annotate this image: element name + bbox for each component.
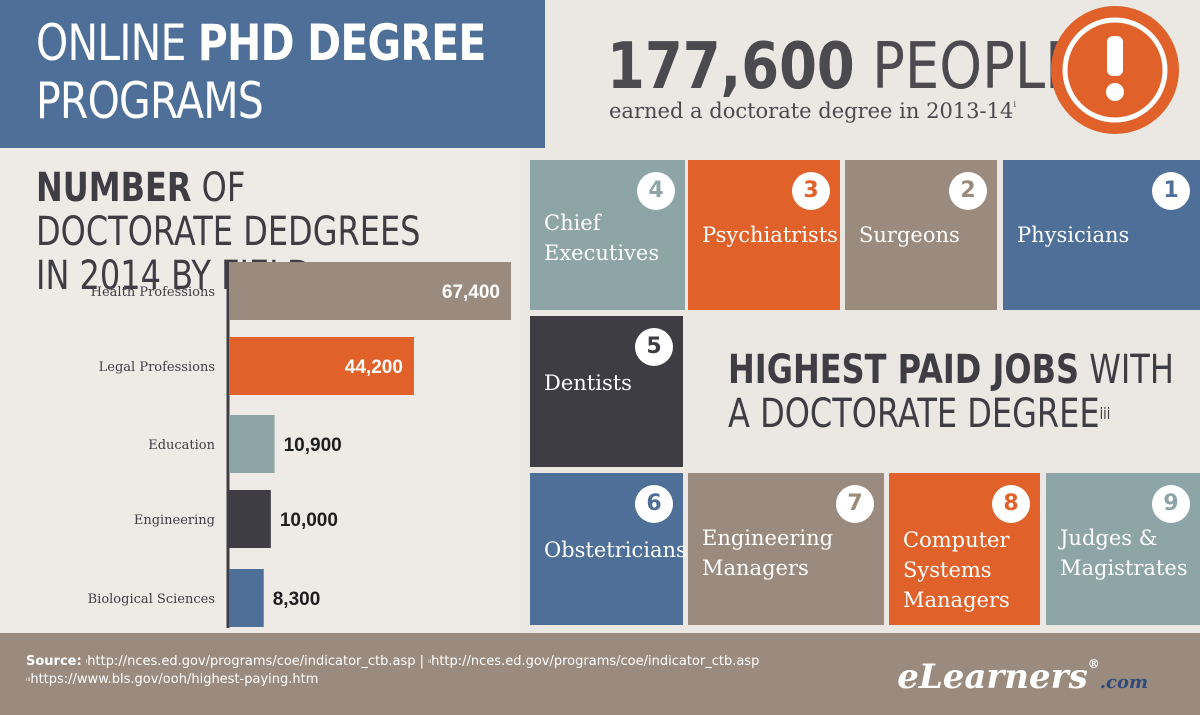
sources: Source: ihttp://nces.ed.gov/programs/coe… — [26, 653, 759, 689]
jobs-heading-rest: WITH A DOCTORATE DEGREE — [728, 347, 1174, 437]
category-label: Health Professions — [91, 285, 215, 300]
note-ref: iii — [1099, 404, 1111, 423]
job-tile: 3 Psychiatrists — [688, 160, 840, 310]
footer: Source: ihttp://nces.ed.gov/programs/coe… — [0, 633, 1200, 715]
job-name: Dentists — [544, 371, 632, 395]
job-name: Obstetricians — [544, 538, 687, 562]
badge-dot — [1106, 83, 1124, 101]
note-ref: i — [1013, 99, 1017, 109]
title-bold: PHD DEGREE — [197, 14, 487, 72]
job-rank: 2 — [949, 172, 987, 210]
job-name: Psychiatrists — [702, 223, 838, 247]
logo-name: eLearners — [897, 657, 1088, 697]
bar — [229, 415, 275, 473]
note-ref: ii — [428, 659, 432, 665]
bar-chart: Health Professions 67,400 Legal Profession… — [88, 260, 511, 628]
bar — [229, 337, 414, 395]
header: ONLINE PHD DEGREE PROGRAMS — [0, 0, 545, 148]
source-url: https://www.bls.gov/ooh/highest-paying.h… — [30, 672, 319, 687]
job-tile: 6 Obstetricians — [530, 473, 687, 625]
job-rank: 1 — [1152, 172, 1190, 210]
jobs-heading-bold: HIGHEST PAID JOBS — [728, 347, 1080, 393]
job-rank: 4 — [637, 172, 675, 210]
value-label: 10,000 — [280, 510, 338, 531]
badge-ring — [1062, 17, 1168, 123]
job-rank: 5 — [635, 328, 673, 366]
category-label: Legal Professions — [99, 360, 215, 375]
job-rank: 9 — [1152, 485, 1190, 523]
chart-title-bold: NUMBER — [36, 165, 192, 211]
chart-title: NUMBER OF DOCTORATE DEDGREES IN 2014 BY … — [36, 166, 452, 298]
job-tile: 2 Surgeons — [845, 160, 997, 310]
stat-text: earned a doctorate degree in 2013-14 — [609, 99, 1014, 123]
value-label: 44,200 — [345, 357, 403, 378]
job-tile: 8 Computer Systems Managers — [889, 473, 1040, 625]
job-tile: 7 Engineering Managers — [688, 473, 884, 625]
separator: | — [419, 654, 425, 669]
source-url: http://nces.ed.gov/programs/coe/indicato… — [431, 654, 760, 669]
value-label: 10,900 — [284, 435, 342, 456]
stat-subtitle: earned a doctorate degree in 2013-14i — [609, 99, 1016, 123]
job-name: Surgeons — [859, 223, 960, 247]
source-label: Source: — [26, 654, 82, 669]
job-tile: 4 Chief Executives — [530, 160, 685, 310]
job-rank: 6 — [635, 485, 673, 523]
title-light: ONLINE — [36, 14, 186, 72]
category-label: Education — [148, 438, 215, 453]
job-rank: 3 — [792, 172, 830, 210]
job-tile: 9 Judges & Magistrates — [1046, 473, 1200, 625]
value-label: 8,300 — [273, 589, 321, 610]
jobs-heading: HIGHEST PAID JOBS WITH A DOCTORATE DEGRE… — [728, 348, 1176, 436]
stat-word: PEOPLE — [872, 30, 1080, 104]
value-label: 67,400 — [442, 282, 500, 303]
job-name: Physicians — [1017, 223, 1130, 247]
note-ref: iii — [26, 677, 31, 683]
note-ref: i — [85, 659, 88, 665]
title-line: ONLINE PHD DEGREE — [36, 14, 486, 72]
job-name: Judges & Magistrates — [1060, 526, 1188, 580]
job-rank: 8 — [992, 485, 1030, 523]
logo: eLearners®.com — [897, 657, 1148, 697]
category-label: Engineering — [134, 513, 215, 528]
job-rank: 7 — [836, 485, 874, 523]
logo-suffix: .com — [1099, 672, 1148, 693]
chart-title-rest: OF DOCTORATE DEDGREES IN 2014 BY FIELD — [36, 165, 421, 299]
bar — [229, 490, 271, 548]
source-url: http://nces.ed.gov/programs/coe/indicato… — [87, 654, 416, 669]
badge-mark — [1107, 36, 1123, 76]
title-line: PROGRAMS — [36, 72, 264, 130]
job-name: Computer Systems Managers — [903, 528, 1010, 612]
title-light: PROGRAMS — [36, 72, 264, 130]
job-name: Chief Executives — [544, 211, 660, 265]
bar — [229, 569, 264, 627]
category-label: Biological Sciences — [88, 592, 215, 607]
job-tile: 5 Dentists — [530, 316, 683, 467]
stat-number: 177,600 — [607, 30, 855, 104]
stat-headline: 177,600 PEOPLE — [607, 30, 1080, 104]
job-tile: 1 Physicians — [1003, 160, 1200, 310]
alert-badge — [1051, 6, 1179, 134]
logo-mark: ® — [1087, 657, 1100, 671]
job-name: Engineering Managers — [702, 526, 834, 580]
bar — [229, 262, 511, 320]
